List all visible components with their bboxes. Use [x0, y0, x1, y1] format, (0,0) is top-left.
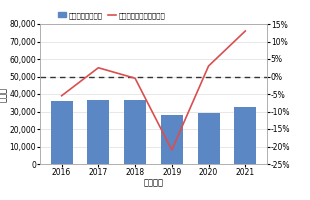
Y-axis label: （戸）: （戸） [0, 86, 8, 102]
対前年度増減率（右軸） [207, 65, 210, 67]
対前年度増減率（右軸） [133, 77, 137, 79]
Bar [124, 100, 146, 164]
対前年度増減率（右軸） [96, 67, 100, 69]
Bar [87, 100, 109, 164]
X-axis label: （年度）: （年度） [144, 179, 163, 188]
Bar [197, 113, 219, 164]
対前年度増減率（右軸） [170, 149, 174, 151]
Bar [51, 101, 73, 164]
対前年度増減率（右軸） [243, 30, 247, 32]
Line: 対前年度増減率（右軸）: 対前年度増減率（右軸） [62, 31, 245, 150]
Legend: 発売戸数（左軸）, 対前年度増減率（右軸）: 発売戸数（左軸）, 対前年度増減率（右軸） [55, 9, 168, 21]
Bar [161, 115, 183, 164]
Bar [234, 107, 256, 164]
対前年度増減率（右軸） [60, 95, 64, 97]
